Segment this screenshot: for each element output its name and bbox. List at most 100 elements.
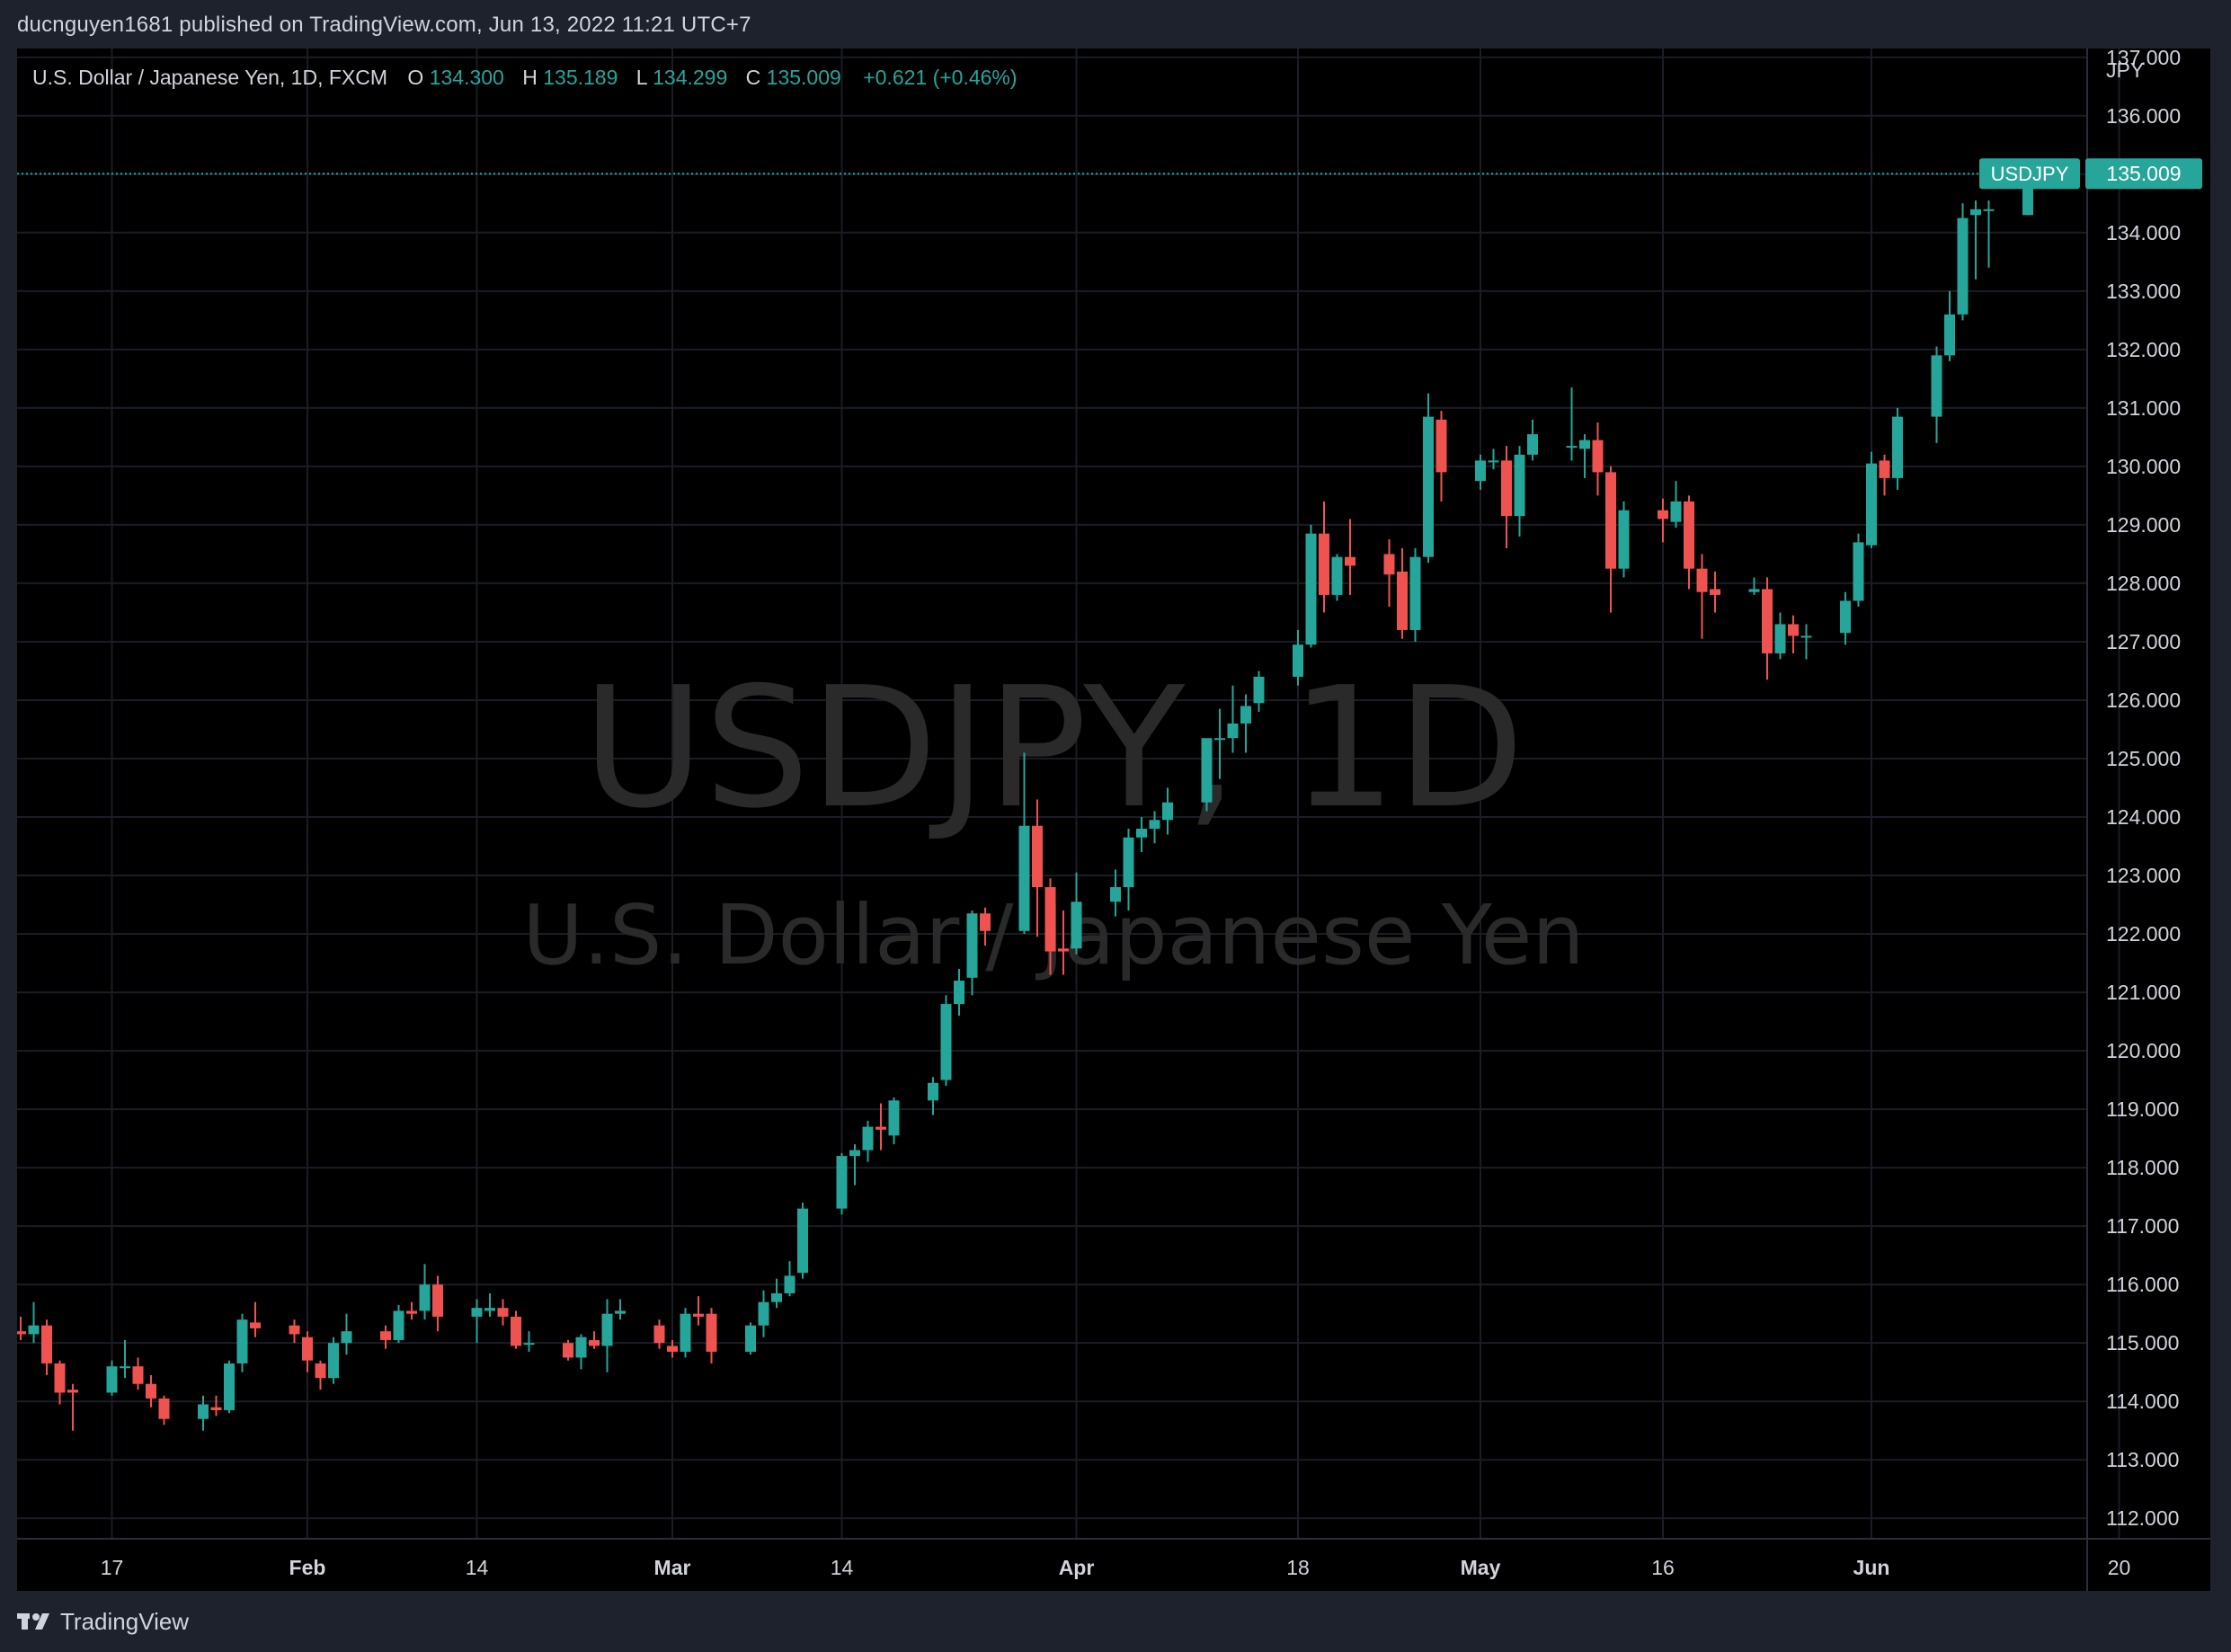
candle bbox=[1605, 466, 1616, 613]
candle-body bbox=[667, 1346, 678, 1352]
candle-body bbox=[224, 1363, 235, 1410]
price-tick-label: 133.000 bbox=[2106, 280, 2181, 303]
price-tick-label: 121.000 bbox=[2106, 981, 2181, 1004]
price-tick-label: 113.000 bbox=[2106, 1448, 2179, 1471]
candle-body bbox=[1071, 901, 1082, 949]
candle bbox=[589, 1331, 600, 1349]
candle-body bbox=[1970, 209, 1981, 216]
candle-body bbox=[615, 1310, 626, 1314]
candle-body bbox=[210, 1407, 222, 1410]
time-axis[interactable]: 17 Feb 14 Mar 14 Apr 18 May 16 Jun 20 bbox=[101, 1556, 2131, 1579]
candle bbox=[1253, 671, 1265, 712]
time-tick-label: 16 bbox=[1651, 1556, 1675, 1579]
candle bbox=[1475, 454, 1486, 490]
price-tick-label: 116.000 bbox=[2106, 1273, 2179, 1296]
legend-high-value: 135.189 bbox=[543, 66, 618, 89]
time-tick-label: 20 bbox=[2108, 1556, 2131, 1579]
candle-body bbox=[289, 1325, 300, 1335]
candle-body bbox=[1201, 738, 1213, 803]
chart-frame[interactable]: USDJPY, 1D U.S. Dollar / Japanese Yen 11… bbox=[17, 49, 2210, 1591]
candle-body bbox=[1866, 463, 1877, 546]
candle bbox=[341, 1313, 352, 1355]
candle bbox=[28, 1301, 40, 1344]
candle bbox=[511, 1310, 521, 1349]
candle bbox=[1514, 446, 1525, 537]
candle-body bbox=[120, 1366, 130, 1369]
candle bbox=[1970, 200, 1981, 280]
candle-body bbox=[523, 1343, 535, 1346]
price-tick-label: 122.000 bbox=[2106, 922, 2181, 946]
price-tick-label: 136.000 bbox=[2106, 104, 2181, 128]
candle-body bbox=[888, 1100, 900, 1136]
candle-body bbox=[198, 1404, 209, 1419]
candle bbox=[1136, 817, 1147, 853]
candle bbox=[419, 1264, 431, 1320]
candle bbox=[132, 1357, 144, 1390]
price-tick-label: 134.000 bbox=[2106, 221, 2181, 244]
candle-body bbox=[1710, 589, 1720, 595]
candle bbox=[1058, 910, 1069, 975]
candle-body bbox=[589, 1339, 600, 1346]
candle-body bbox=[1293, 644, 1303, 677]
legend-open-label: O bbox=[407, 66, 423, 89]
candle-body bbox=[1527, 434, 1538, 455]
candle-body bbox=[954, 981, 964, 1005]
candle-body bbox=[1423, 416, 1434, 557]
publish-header: ducnguyen1681 published on TradingView.c… bbox=[17, 13, 751, 37]
candle bbox=[784, 1261, 796, 1297]
candle bbox=[1305, 524, 1317, 648]
candle bbox=[406, 1301, 417, 1320]
candle bbox=[210, 1395, 222, 1417]
time-tick-label: 17 bbox=[101, 1556, 124, 1579]
candle bbox=[1696, 554, 1708, 639]
candlestick-chart[interactable]: USDJPY, 1D U.S. Dollar / Japanese Yen 11… bbox=[17, 49, 2210, 1591]
candle bbox=[1670, 481, 1682, 528]
candle-body bbox=[784, 1275, 796, 1293]
legend-high-label: H bbox=[522, 66, 538, 89]
candle bbox=[1866, 451, 1877, 548]
price-axis-currency: JPY bbox=[2106, 58, 2144, 82]
candle-body bbox=[484, 1308, 495, 1311]
candle-body bbox=[1944, 314, 1955, 356]
candle-body bbox=[1788, 624, 1799, 636]
price-tick-label: 127.000 bbox=[2106, 630, 2181, 653]
legend-low-label: L bbox=[636, 66, 648, 89]
legend-open-value: 134.300 bbox=[430, 66, 504, 89]
candle bbox=[954, 969, 964, 1017]
candle bbox=[1618, 501, 1630, 578]
candle bbox=[601, 1299, 613, 1372]
candle bbox=[680, 1308, 691, 1358]
time-tick-label: 14 bbox=[831, 1556, 854, 1579]
price-axis[interactable]: 112.000 113.000 114.000 115.000 116.000 117.0… bbox=[2106, 49, 2181, 1530]
candle-body bbox=[1253, 676, 1265, 704]
candle bbox=[302, 1331, 313, 1372]
candle-body bbox=[928, 1082, 938, 1101]
candle-body bbox=[28, 1325, 40, 1335]
candle-body bbox=[1983, 209, 1995, 211]
candle bbox=[523, 1331, 535, 1352]
candle bbox=[1762, 577, 1773, 680]
candle bbox=[497, 1299, 509, 1326]
price-tick-label: 119.000 bbox=[2106, 1097, 2179, 1121]
candle bbox=[1788, 615, 1799, 653]
candle bbox=[888, 1097, 900, 1145]
candle-body bbox=[862, 1126, 874, 1150]
candle bbox=[393, 1304, 404, 1344]
candle-body bbox=[1592, 440, 1604, 473]
candle bbox=[1944, 290, 1955, 361]
candle bbox=[432, 1275, 443, 1332]
candle-body bbox=[341, 1331, 352, 1344]
candle bbox=[224, 1360, 235, 1414]
candle-body bbox=[849, 1150, 860, 1157]
candle-body bbox=[1892, 416, 1903, 478]
candle bbox=[17, 1316, 26, 1340]
candle-body bbox=[1879, 460, 1890, 478]
tradingview-brand[interactable]: TradingView bbox=[17, 1605, 189, 1638]
price-tick-label: 117.000 bbox=[2106, 1214, 2179, 1238]
time-tick-label: Jun bbox=[1853, 1556, 1890, 1579]
candle-body bbox=[132, 1366, 144, 1384]
last-price-tags: USDJPY 135.009 bbox=[1979, 158, 2202, 190]
legend-change: +0.621 (+0.46%) bbox=[863, 66, 1017, 89]
tradingview-logo-icon bbox=[17, 1613, 49, 1630]
candle-body bbox=[67, 1390, 78, 1393]
